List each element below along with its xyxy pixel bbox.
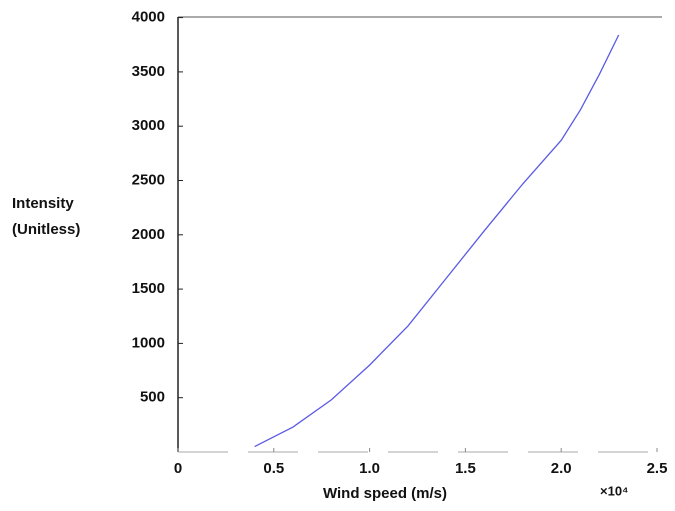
x-tick-label: 0.5 [263,460,284,477]
y-axis-label: (Unitless) [12,221,80,238]
x-tick-label: 2.5 [647,460,668,477]
x-tick-label: 1.5 [455,460,476,477]
data-line [254,34,620,448]
x-tick-label: 0 [174,460,182,477]
x-tick-label: 1.0 [359,460,380,477]
y-tick-label: 4000 [132,9,165,26]
y-tick-label: 3500 [132,63,165,80]
y-tick-label: 3000 [132,117,165,134]
x-axis-label: Wind speed (m/s) [323,485,447,502]
y-tick-label: 1000 [132,334,165,351]
x-tick-label: 2.0 [551,460,572,477]
y-tick-label: 500 [140,389,165,406]
y-tick-label: 2500 [132,171,165,188]
y-tick-label: 2000 [132,226,165,243]
x-multiplier: ×10⁴ [600,483,628,498]
y-tick-label: 1500 [132,280,165,297]
y-axis-label: Intensity [12,195,74,212]
